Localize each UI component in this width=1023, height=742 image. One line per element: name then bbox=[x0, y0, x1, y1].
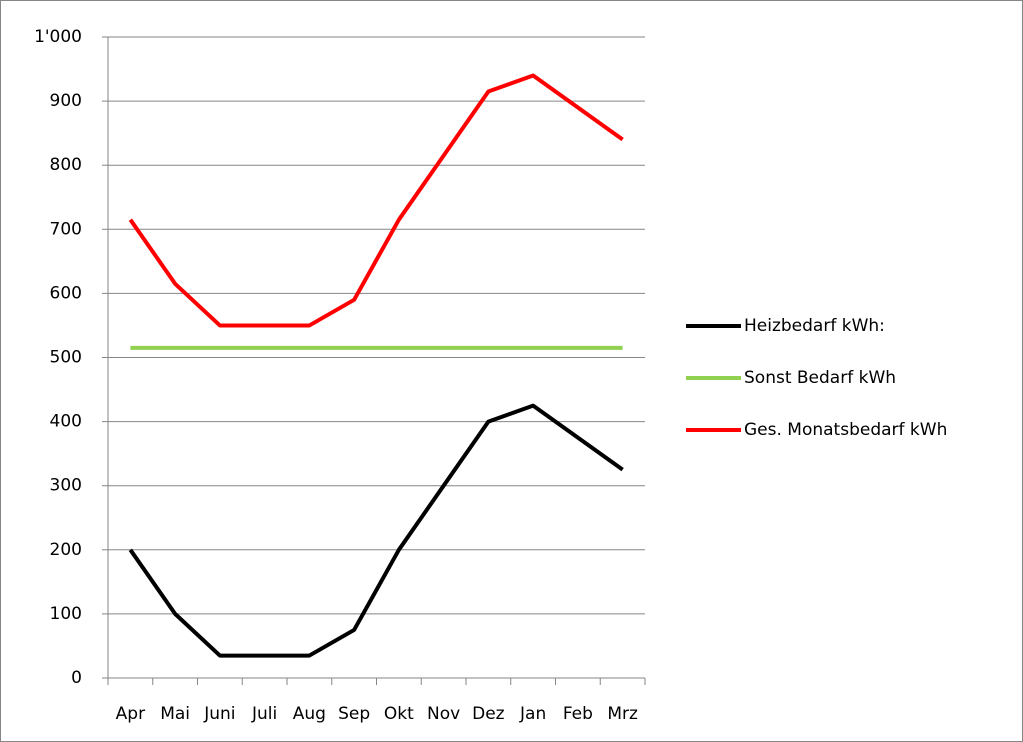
legend-label: Heizbedarf kWh: bbox=[744, 316, 885, 336]
y-tick-label: 0 bbox=[71, 668, 82, 688]
x-tick-label: Sep bbox=[338, 704, 370, 724]
y-tick-label: 900 bbox=[50, 91, 82, 111]
x-tick-label: Mai bbox=[160, 704, 190, 724]
y-tick-label: 200 bbox=[50, 540, 82, 560]
y-tick-label: 100 bbox=[50, 604, 82, 624]
y-tick-label: 300 bbox=[50, 476, 82, 496]
y-tick-label: 800 bbox=[50, 155, 82, 175]
x-tick-label: Mrz bbox=[607, 704, 638, 724]
x-tick-label: Apr bbox=[116, 704, 145, 724]
x-tick-label: Juli bbox=[251, 704, 277, 724]
x-tick-label: Feb bbox=[563, 704, 593, 724]
y-tick-label: 600 bbox=[50, 283, 82, 303]
y-tick-label: 700 bbox=[50, 219, 82, 239]
legend-label: Sonst Bedarf kWh bbox=[744, 368, 896, 388]
x-tick-label: Okt bbox=[384, 704, 414, 724]
x-tick-label: Dez bbox=[472, 704, 505, 724]
x-tick-label: Jan bbox=[519, 704, 546, 724]
x-tick-label: Juni bbox=[203, 704, 235, 724]
series-line bbox=[128, 73, 624, 328]
series-line bbox=[128, 403, 624, 658]
y-tick-label: 400 bbox=[50, 412, 82, 432]
y-tick-label: 500 bbox=[50, 348, 82, 368]
x-tick-label: Nov bbox=[427, 704, 460, 724]
y-tick-label: 1'000 bbox=[34, 27, 82, 47]
legend-label: Ges. Monatsbedarf kWh bbox=[744, 420, 947, 440]
x-tick-label: Aug bbox=[293, 704, 326, 724]
